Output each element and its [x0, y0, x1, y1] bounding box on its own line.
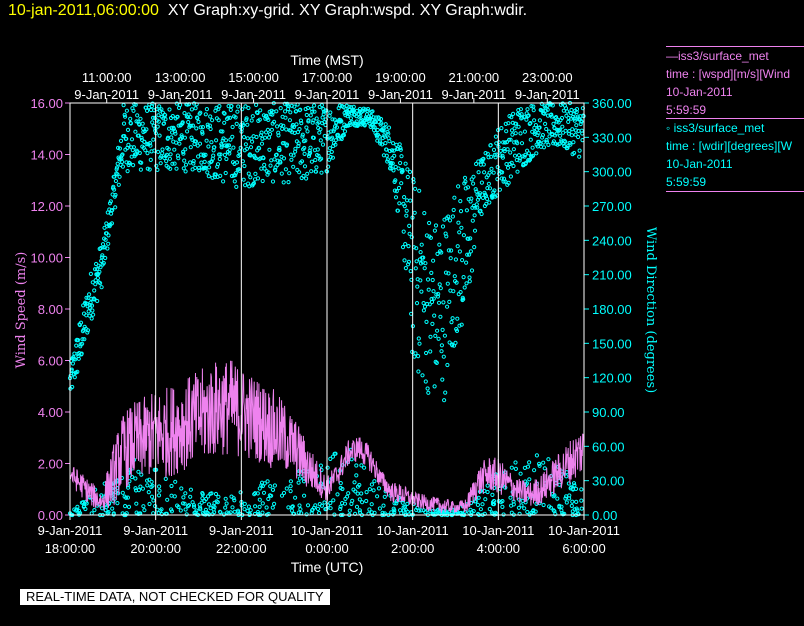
y-right-tick-label: 60.00	[592, 439, 625, 454]
x-tick-time: 2:00:00	[391, 541, 434, 556]
legend-direction-variable: time : [wdir][degrees][W	[666, 139, 793, 153]
y-left-tick-label: 6.00	[38, 354, 63, 369]
x-tick-date: 9-Jan-2011	[123, 523, 188, 538]
top-tick-date: 9-Jan-2011	[295, 87, 360, 102]
x-tick-date: 10-Jan-2011	[377, 523, 449, 538]
top-axis-label: Time (MST)	[290, 52, 363, 68]
timestamp-label: 10-jan-2011,06:00:00	[8, 2, 159, 19]
right-axis-label: Wind Direction (degrees)	[643, 227, 658, 393]
legend-direction-name: ◦ iss3/surface_met	[666, 121, 765, 135]
top-tick-time: 19:00:00	[375, 70, 426, 85]
legend-direction-time: 5:59:59	[666, 175, 707, 189]
top-tick-time: 21:00:00	[449, 70, 500, 85]
x-tick-time: 6:00:00	[562, 541, 605, 556]
legend-speed: —iss3/surface_met time : [wspd][m/s][Win…	[666, 47, 804, 119]
y-right-tick-label: 360.00	[592, 96, 632, 111]
y-right-tick-label: 90.00	[592, 405, 625, 420]
y-left-tick-label: 10.00	[30, 251, 63, 266]
top-tick-time: 23:00:00	[522, 70, 573, 85]
top-tick-date: 9-Jan-2011	[148, 87, 213, 102]
x-tick-date: 10-Jan-2011	[548, 523, 620, 538]
top-tick-time: 13:00:00	[155, 70, 206, 85]
legend-divider	[666, 118, 804, 119]
y-right-tick-label: 240.00	[592, 233, 632, 248]
plot-frame	[69, 102, 585, 516]
legend-speed-name: —iss3/surface_met	[666, 49, 769, 63]
x-tick-date: 10-Jan-2011	[462, 523, 534, 538]
y-right-tick-label: 180.00	[592, 302, 632, 317]
graph-header: 10-jan-2011,06:00:00 XY Graph:xy-grid. X…	[8, 0, 527, 22]
y-right-tick-label: 120.00	[592, 371, 632, 386]
top-tick-date: 9-Jan-2011	[368, 87, 433, 102]
bottom-axis-label: Time (UTC)	[291, 559, 364, 575]
y-right-tick-label: 270.00	[592, 199, 632, 214]
legend-speed-date: 10-Jan-2011	[666, 85, 733, 99]
graph-titles: XY Graph:xy-grid. XY Graph:wspd. XY Grap…	[167, 2, 528, 19]
quality-disclaimer: REAL-TIME DATA, NOT CHECKED FOR QUALITY	[20, 589, 330, 605]
x-tick-time: 22:00:00	[216, 541, 267, 556]
x-tick-time: 0:00:00	[305, 541, 348, 556]
y-right-tick-label: 330.00	[592, 130, 632, 145]
top-tick-time: 15:00:00	[228, 70, 279, 85]
x-tick-time: 4:00:00	[477, 541, 520, 556]
y-right-tick-label: 210.00	[592, 268, 632, 283]
y-left-tick-label: 8.00	[38, 302, 63, 317]
y-left-tick-label: 2.00	[38, 457, 63, 472]
x-tick-time: 20:00:00	[130, 541, 181, 556]
top-tick-date: 9-Jan-2011	[515, 87, 580, 102]
x-tick-date: 10-Jan-2011	[291, 523, 363, 538]
legend-speed-variable: time : [wspd][m/s][Wind	[666, 67, 791, 81]
left-axis-label: Wind Speed (m/s)	[14, 252, 29, 369]
y-left-tick-label: 12.00	[30, 199, 63, 214]
y-left-tick-label: 16.00	[30, 96, 63, 111]
legend: —iss3/surface_met time : [wspd][m/s][Win…	[666, 46, 804, 192]
top-tick-date: 9-Jan-2011	[74, 87, 139, 102]
legend-speed-time: 5:59:59	[666, 103, 707, 117]
legend-direction-date: 10-Jan-2011	[666, 157, 733, 171]
top-tick-date: 9-Jan-2011	[221, 87, 286, 102]
legend-direction: ◦ iss3/surface_met time : [wdir][degrees…	[666, 119, 804, 191]
y-right-tick-label: 300.00	[592, 165, 632, 180]
y-right-tick-label: 0.00	[592, 508, 617, 523]
y-left-tick-label: 4.00	[38, 405, 63, 420]
vertical-grid	[155, 103, 499, 515]
top-tick-time: 11:00:00	[82, 70, 132, 85]
x-tick-date: 9-Jan-2011	[209, 523, 274, 538]
x-tick-time: 18:00:00	[45, 541, 96, 556]
axis-ticks: 9-Jan-2011 18:00:00 9-Jan-2011 20:00:00 9-Ja…	[30, 70, 631, 556]
y-right-tick-label: 150.00	[592, 336, 632, 351]
top-tick-date: 9-Jan-2011	[441, 87, 506, 102]
y-left-tick-label: 0.00	[38, 508, 63, 523]
y-right-tick-label: 30.00	[592, 474, 625, 489]
y-left-tick-label: 14.00	[30, 148, 63, 163]
top-tick-time: 17:00:00	[302, 70, 353, 85]
x-tick-date: 9-Jan-2011	[38, 523, 103, 538]
